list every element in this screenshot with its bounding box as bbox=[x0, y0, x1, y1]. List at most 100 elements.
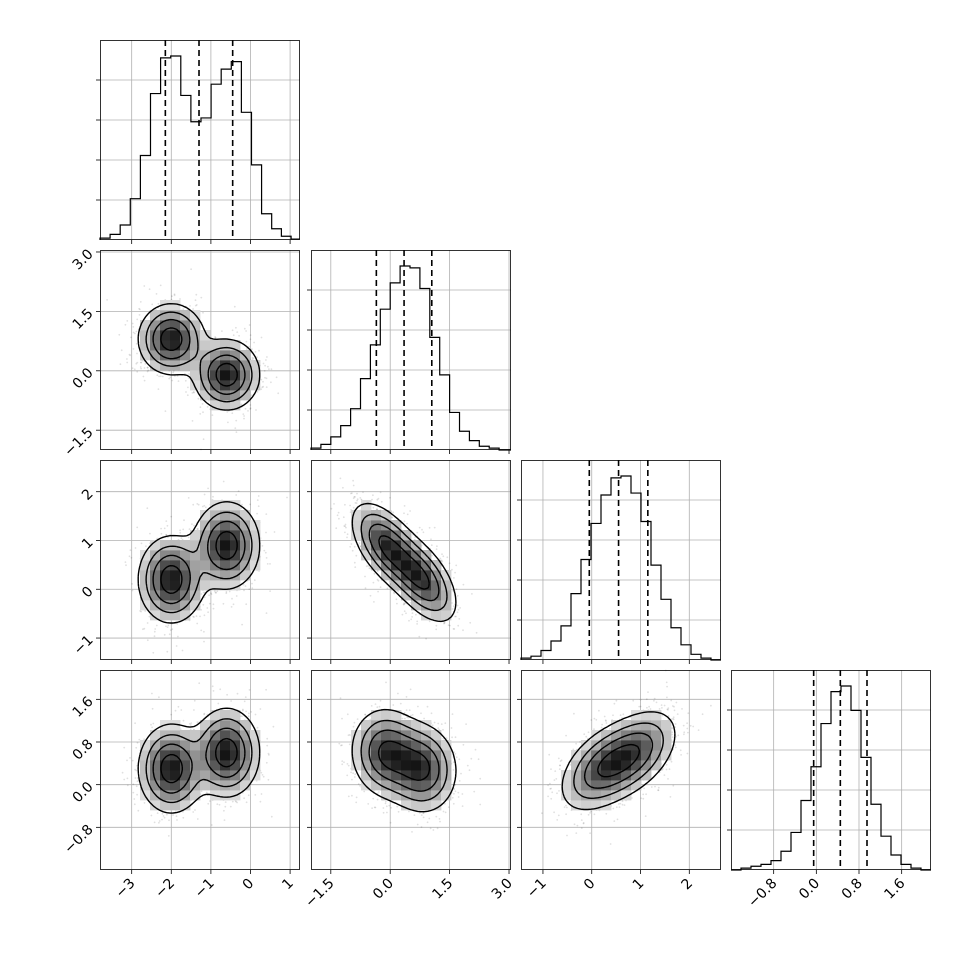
scatter-point bbox=[245, 330, 247, 332]
panel-background bbox=[311, 250, 511, 450]
scatter-point bbox=[251, 587, 253, 589]
scatter-point bbox=[449, 562, 451, 564]
scatter-point bbox=[231, 606, 233, 608]
scatter-point bbox=[208, 594, 210, 596]
scatter-point bbox=[182, 650, 184, 652]
scatter-point bbox=[409, 510, 411, 512]
scatter-point bbox=[244, 328, 246, 330]
scatter-point bbox=[274, 531, 276, 533]
scatter-point bbox=[252, 357, 254, 359]
scatter-point bbox=[196, 528, 198, 530]
scatter-point bbox=[154, 631, 156, 633]
scatter-point bbox=[126, 362, 128, 364]
scatter-point bbox=[253, 342, 255, 344]
scatter-point bbox=[169, 633, 171, 635]
density-cell bbox=[210, 520, 220, 530]
scatter-point bbox=[139, 314, 141, 316]
scatter-point bbox=[202, 411, 204, 413]
density-cell bbox=[200, 390, 210, 400]
scatter-point bbox=[431, 555, 433, 557]
scatter-point bbox=[125, 324, 127, 326]
scatter-point bbox=[356, 493, 358, 495]
scatter-point bbox=[463, 584, 465, 586]
density-cell bbox=[140, 580, 150, 590]
scatter-point bbox=[235, 494, 237, 496]
scatter-point bbox=[359, 542, 361, 544]
scatter-point bbox=[192, 811, 194, 813]
scatter-point bbox=[131, 557, 133, 559]
scatter-point bbox=[471, 593, 473, 595]
scatter-point bbox=[266, 356, 268, 358]
scatter-point bbox=[162, 376, 164, 378]
scatter-point bbox=[161, 533, 163, 535]
density-cell bbox=[200, 580, 210, 590]
scatter-point bbox=[144, 363, 146, 365]
scatter-point bbox=[209, 603, 211, 605]
scatter-point bbox=[179, 298, 181, 300]
scatter-point bbox=[137, 742, 139, 744]
scatter-point bbox=[147, 622, 149, 624]
panel-hist-d3 bbox=[727, 670, 931, 870]
density-cell bbox=[230, 540, 240, 550]
scatter-point bbox=[249, 504, 251, 506]
scatter-point bbox=[250, 407, 252, 409]
scatter-point bbox=[245, 585, 247, 587]
scatter-point bbox=[120, 363, 122, 365]
scatter-point bbox=[136, 527, 138, 529]
scatter-point bbox=[196, 304, 198, 306]
scatter-point bbox=[185, 380, 187, 382]
scatter-point bbox=[235, 327, 237, 329]
density-cell bbox=[431, 580, 441, 590]
scatter-point bbox=[247, 410, 249, 412]
scatter-point bbox=[165, 625, 167, 627]
scatter-point bbox=[226, 591, 228, 593]
scatter-point bbox=[140, 366, 142, 368]
scatter-point bbox=[441, 553, 443, 555]
scatter-point bbox=[248, 588, 250, 590]
scatter-point bbox=[251, 348, 253, 350]
scatter-point bbox=[263, 550, 265, 552]
scatter-point bbox=[396, 603, 398, 605]
scatter-point bbox=[164, 634, 166, 636]
scatter-point bbox=[217, 703, 219, 705]
scatter-point bbox=[192, 420, 194, 422]
scatter-point bbox=[193, 525, 195, 527]
scatter-point bbox=[192, 616, 194, 618]
scatter-point bbox=[166, 814, 168, 816]
scatter-point bbox=[266, 612, 268, 614]
scatter-point bbox=[226, 411, 228, 413]
scatter-point bbox=[346, 537, 348, 539]
scatter-point bbox=[261, 793, 263, 795]
scatter-point bbox=[238, 335, 240, 337]
scatter-point bbox=[242, 413, 244, 415]
scatter-point bbox=[146, 507, 148, 509]
scatter-point bbox=[236, 431, 238, 433]
scatter-point bbox=[354, 496, 356, 498]
panel-scatter-d0-d1 bbox=[100, 250, 300, 450]
scatter-point bbox=[195, 299, 197, 301]
scatter-point bbox=[268, 368, 270, 370]
scatter-point bbox=[258, 505, 260, 507]
scatter-point bbox=[181, 537, 183, 539]
scatter-point bbox=[203, 438, 205, 440]
density-cell bbox=[391, 550, 401, 560]
density-cell bbox=[220, 540, 230, 550]
scatter-point bbox=[353, 497, 355, 499]
scatter-point bbox=[213, 603, 215, 605]
scatter-point bbox=[126, 358, 128, 360]
scatter-point bbox=[354, 562, 356, 564]
scatter-point bbox=[207, 803, 209, 805]
scatter-point bbox=[412, 612, 414, 614]
scatter-point bbox=[158, 388, 160, 390]
scatter-point bbox=[416, 532, 418, 534]
scatter-point bbox=[196, 503, 198, 505]
scatter-point bbox=[156, 374, 158, 376]
scatter-point bbox=[369, 567, 371, 569]
scatter-point bbox=[457, 611, 459, 613]
density-cell bbox=[190, 560, 200, 570]
density-cell bbox=[230, 370, 240, 380]
scatter-point bbox=[131, 583, 133, 585]
scatter-point bbox=[457, 625, 459, 627]
scatter-point bbox=[135, 547, 137, 549]
scatter-point bbox=[343, 525, 345, 527]
